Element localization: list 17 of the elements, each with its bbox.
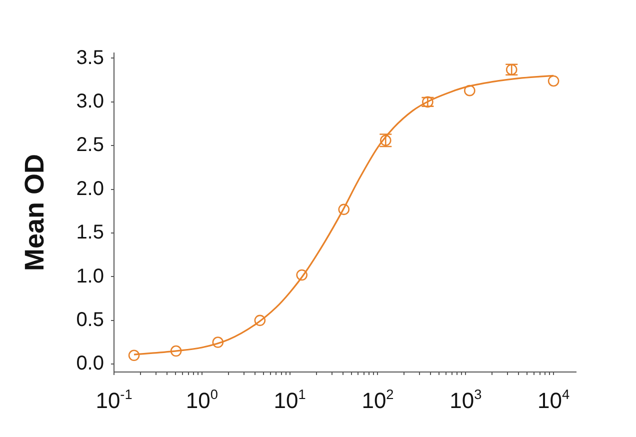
y-tick-label: 1.0 xyxy=(76,265,104,288)
y-tick-label: 0.0 xyxy=(76,352,104,375)
y-tick-label: 2.5 xyxy=(76,134,104,156)
point xyxy=(464,84,476,96)
point xyxy=(296,269,308,281)
point xyxy=(548,75,560,87)
y-tick-label: 1.5 xyxy=(76,222,104,244)
y-tick-label: 3.5 xyxy=(76,46,104,69)
point xyxy=(254,314,266,326)
y-tick-label: 0.5 xyxy=(76,308,104,331)
point xyxy=(212,336,224,348)
point xyxy=(128,350,140,362)
y-tick-label: 3.0 xyxy=(76,90,104,112)
point xyxy=(338,204,350,216)
y-tick-label: 2.0 xyxy=(76,178,104,200)
y-axis-title: Mean OD xyxy=(19,154,50,272)
point xyxy=(170,345,182,357)
